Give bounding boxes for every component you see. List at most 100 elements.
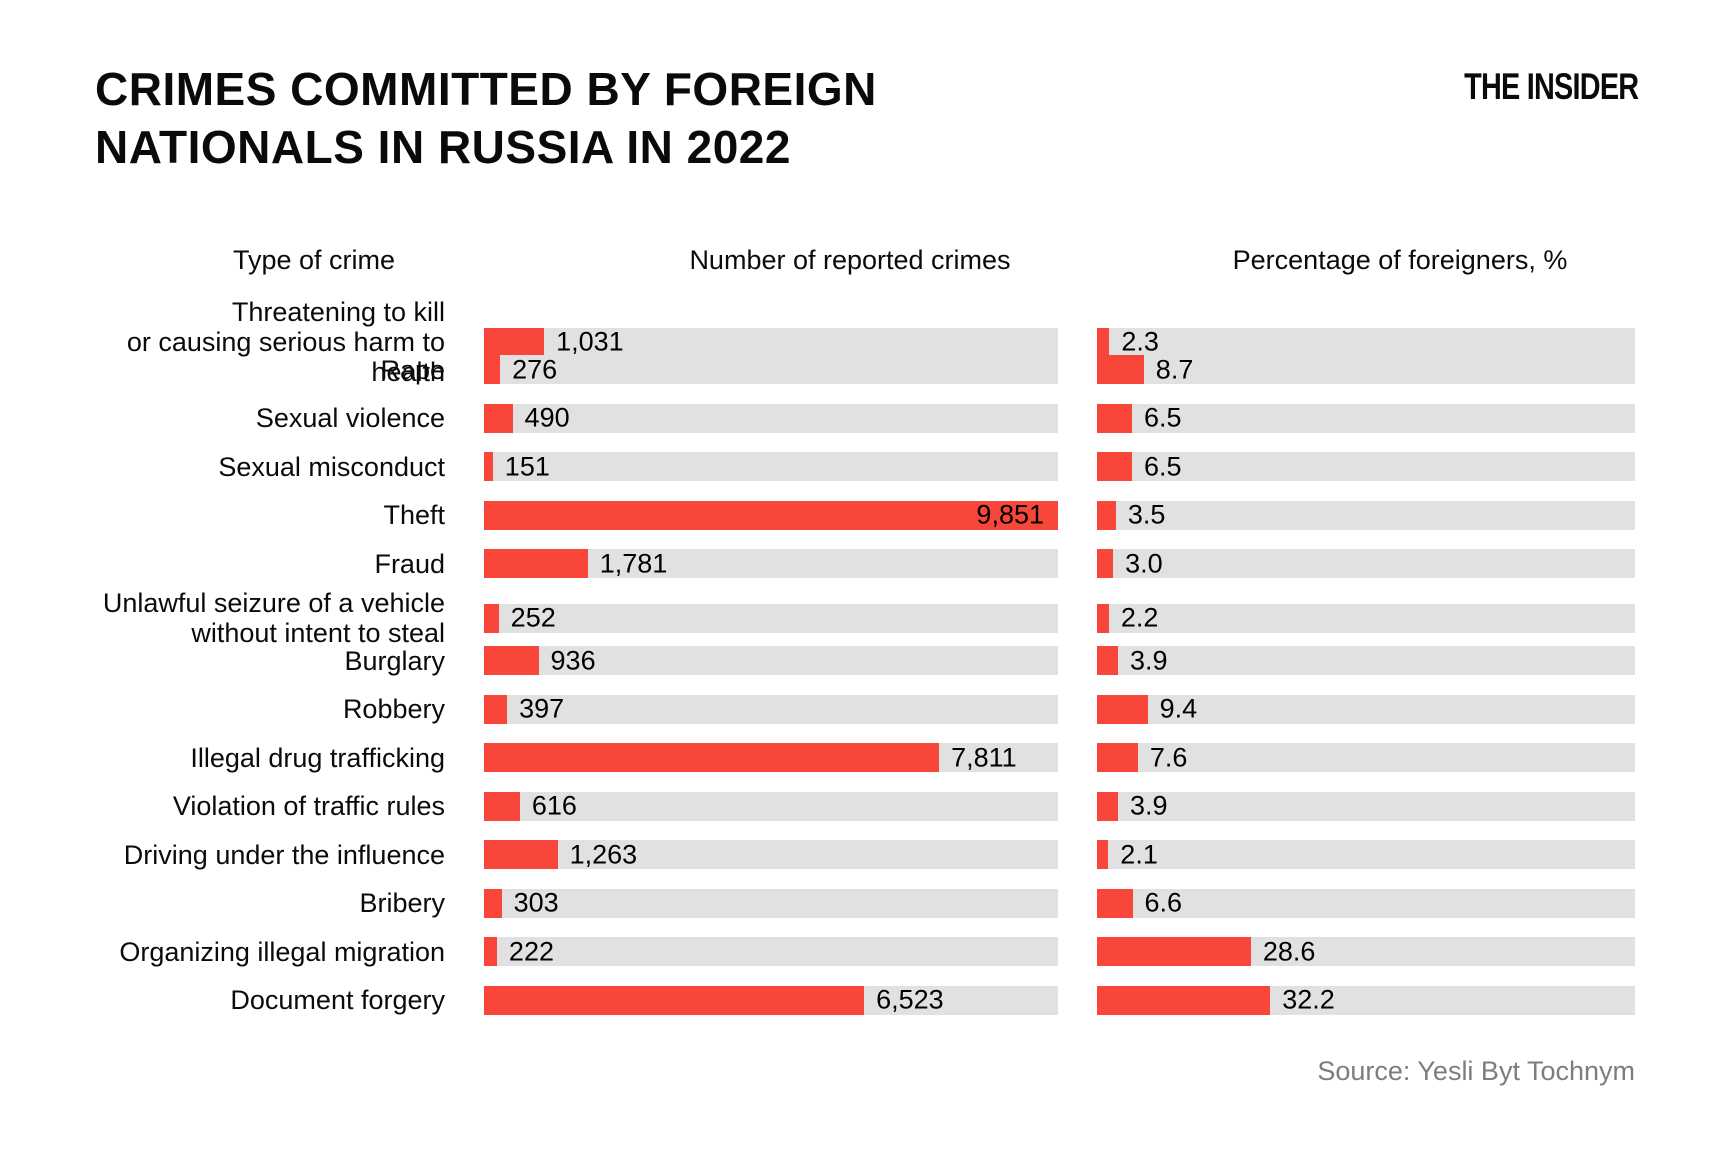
count-value-label: 303 <box>513 887 559 918</box>
pct-bar-track: 2.3 <box>1097 326 1635 357</box>
pct-value-label: 2.3 <box>1121 326 1159 357</box>
count-bar-fill <box>484 840 558 870</box>
column-header-percentage: Percentage of foreigners, % <box>1232 245 1568 275</box>
pct-value-label: 3.5 <box>1127 499 1166 530</box>
pct-value-label: 3.0 <box>1125 548 1163 579</box>
count-value-label: 222 <box>508 936 554 967</box>
pct-bar-fill <box>1097 985 1271 1015</box>
row-label: Violation of traffic rules <box>172 791 445 822</box>
pct-bar-track: 9.4 <box>1097 694 1635 724</box>
count-value-label: 397 <box>519 693 565 724</box>
pct-bar-track: 6.5 <box>1097 402 1635 433</box>
count-bar-track: 1,031 <box>484 326 1058 357</box>
pct-bar-fill <box>1097 743 1138 773</box>
chart-row: Organizing illegal migration 222 28.6 <box>90 928 1635 977</box>
count-bar-fill <box>484 327 545 357</box>
row-label: Illegal drug trafficking <box>190 742 445 773</box>
pct-value-label: 28.6 <box>1262 936 1316 967</box>
pct-bar-fill <box>1097 694 1148 724</box>
chart-row: Threatening to kill or causing serious h… <box>90 297 1635 387</box>
page-title-line1: CRIMES COMMITTED BY FOREIGN <box>95 63 877 115</box>
pct-bar-fill <box>1097 646 1118 676</box>
chart-row: Burglary 936 3.9 <box>90 637 1635 686</box>
count-bar-fill <box>484 888 502 918</box>
pct-value-label: 3.9 <box>1129 790 1168 821</box>
count-value-label: 616 <box>531 790 577 821</box>
count-value-label: 7,811 <box>951 742 1017 773</box>
count-value-label: 1,031 <box>556 326 624 357</box>
column-header-number-of-crimes: Number of reported crimes <box>689 245 1011 275</box>
pct-bar-track: 3.5 <box>1097 499 1635 530</box>
count-bar-fill <box>484 694 508 724</box>
row-label: Sexual violence <box>255 403 445 434</box>
pct-value-label: 6.6 <box>1144 887 1183 918</box>
count-value-label: 276 <box>512 354 558 385</box>
pct-value-label: 6.5 <box>1143 402 1182 433</box>
pct-value-label: 7.6 <box>1149 742 1188 773</box>
chart-row: Robbery 397 9.4 <box>90 685 1635 734</box>
count-bar-track: 303 <box>484 887 1058 918</box>
count-bar-track: 9,851 <box>484 500 1058 530</box>
pct-value-label: 2.2 <box>1120 602 1159 633</box>
source-caption: Source: Yesli Byt Tochnym <box>1317 1056 1635 1086</box>
pct-bar-track: 7.6 <box>1097 742 1635 773</box>
pct-bar-track: 32.2 <box>1097 984 1635 1015</box>
chart-row: Sexual misconduct 151 6.5 <box>90 443 1635 492</box>
pct-bar-fill <box>1097 840 1109 870</box>
count-bar-track: 936 <box>484 645 1058 676</box>
count-bar-track: 397 <box>484 693 1058 724</box>
count-value-label: 1,263 <box>569 839 638 870</box>
pct-bar-fill <box>1097 937 1251 967</box>
pct-bar-fill <box>1097 403 1132 433</box>
pct-bar-track: 3.9 <box>1097 645 1635 676</box>
count-bar-track: 1,781 <box>484 548 1058 579</box>
pct-value-label: 2.1 <box>1120 839 1158 870</box>
row-label: Unlawful seizure of a vehicle without in… <box>102 588 445 648</box>
count-bar-fill <box>484 500 1058 530</box>
count-value-label: 151 <box>504 451 550 482</box>
count-value-label: 490 <box>524 402 570 433</box>
pct-bar-fill <box>1097 355 1144 385</box>
page-title-line2: NATIONALS IN RUSSIA IN 2022 <box>95 121 791 173</box>
count-value-label: 936 <box>550 645 596 676</box>
pct-bar-fill <box>1097 791 1118 821</box>
count-bar-fill <box>484 646 539 676</box>
count-bar-fill <box>484 791 520 821</box>
pct-bar-fill <box>1097 888 1133 918</box>
chart-row: Rape 276 8.7 <box>90 346 1635 395</box>
count-bar-track: 1,263 <box>484 839 1058 870</box>
pct-bar-fill <box>1097 549 1114 579</box>
count-bar-fill <box>484 549 588 579</box>
count-bar-track: 490 <box>484 402 1058 433</box>
count-bar-track: 276 <box>484 354 1058 385</box>
chart-row: Document forgery 6,523 32.2 <box>90 976 1635 1025</box>
chart-row: Sexual violence 490 6.5 <box>90 394 1635 443</box>
pct-bar-track: 2.2 <box>1097 602 1635 633</box>
pct-bar-track: 3.9 <box>1097 790 1635 821</box>
pct-value-label: 6.5 <box>1143 451 1182 482</box>
count-bar-fill <box>484 985 865 1015</box>
count-bar-fill <box>484 603 499 633</box>
row-label: Bribery <box>359 888 445 919</box>
row-label: Theft <box>383 500 445 531</box>
chart-row: Bribery 303 6.6 <box>90 879 1635 928</box>
pct-value-label: 32.2 <box>1282 984 1335 1015</box>
count-bar-fill <box>484 403 513 433</box>
pct-bar-fill <box>1097 603 1109 633</box>
pct-bar-track: 3.0 <box>1097 548 1635 579</box>
pct-bar-track: 2.1 <box>1097 839 1635 870</box>
chart-rows: Threatening to kill or causing serious h… <box>90 297 1635 1025</box>
count-value-label: 1,781 <box>599 548 668 579</box>
count-bar-track: 222 <box>484 936 1058 967</box>
chart-row: Theft 9,851 3.5 <box>90 491 1635 540</box>
row-label: Sexual misconduct <box>218 451 445 482</box>
count-bar-track: 252 <box>484 603 1058 633</box>
count-bar-fill <box>484 452 493 482</box>
row-label: Organizing illegal migration <box>119 936 445 967</box>
row-label: Document forgery <box>230 985 445 1016</box>
row-label: Fraud <box>374 548 445 579</box>
pct-bar-fill <box>1097 500 1116 530</box>
pct-bar-track: 28.6 <box>1097 936 1635 967</box>
pct-bar-track: 6.6 <box>1097 887 1635 918</box>
